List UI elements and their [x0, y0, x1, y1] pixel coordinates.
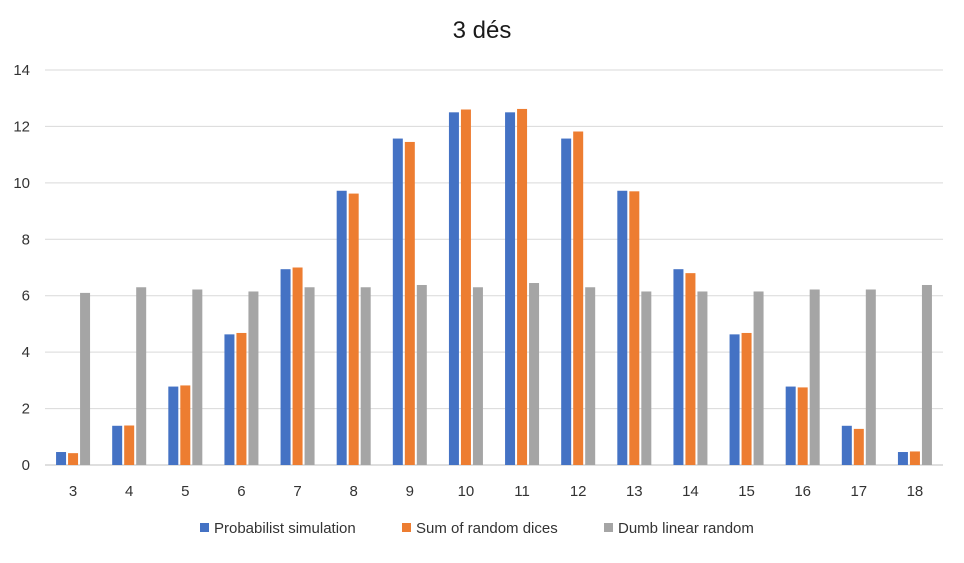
bar-sum-of-random-dices	[460, 109, 471, 465]
bar-probabilist-simulation	[168, 386, 179, 465]
bar-dumb-linear-random	[585, 287, 596, 465]
bar-dumb-linear-random	[753, 291, 764, 465]
legend-label: Sum of random dices	[416, 520, 558, 537]
x-tick-label: 8	[350, 483, 358, 500]
bar-dumb-linear-random	[865, 289, 876, 465]
x-tick-label: 12	[570, 483, 587, 500]
x-tick-label: 16	[794, 483, 811, 500]
x-tick-label: 14	[682, 483, 699, 500]
legend-swatch	[402, 523, 411, 532]
x-tick-label: 3	[69, 483, 77, 500]
bar-sum-of-random-dices	[797, 387, 808, 465]
bar-sum-of-random-dices	[573, 131, 584, 465]
bar-sum-of-random-dices	[124, 425, 135, 465]
bar-sum-of-random-dices	[685, 273, 696, 465]
bar-dumb-linear-random	[472, 287, 483, 465]
bar-dumb-linear-random	[80, 292, 91, 465]
y-tick-label: 8	[22, 231, 30, 248]
bar-sum-of-random-dices	[236, 332, 247, 465]
x-tick-label: 5	[181, 483, 189, 500]
bar-sum-of-random-dices	[348, 193, 359, 466]
bar-sum-of-random-dices	[517, 108, 528, 465]
bar-dumb-linear-random	[192, 289, 203, 465]
y-tick-label: 4	[22, 344, 30, 361]
bar-dumb-linear-random	[360, 287, 371, 465]
bar-probabilist-simulation	[673, 269, 684, 465]
y-axis-ticks: 0 2 4 6 8 10 12 14	[13, 62, 30, 474]
bar-sum-of-random-dices	[180, 385, 191, 465]
legend: Probabilist simulation Sum of random dice…	[200, 520, 754, 537]
bar-probabilist-simulation	[448, 112, 459, 466]
bar-probabilist-simulation	[112, 425, 123, 465]
bar-sum-of-random-dices	[292, 267, 303, 465]
bar-probabilist-simulation	[729, 334, 740, 465]
bar-dumb-linear-random	[641, 291, 652, 465]
x-tick-label: 17	[850, 483, 867, 500]
y-tick-label: 12	[13, 118, 30, 135]
bars	[56, 108, 932, 466]
y-tick-label: 6	[22, 288, 30, 305]
y-tick-label: 14	[13, 62, 30, 79]
bar-sum-of-random-dices	[741, 332, 752, 465]
bar-dumb-linear-random	[248, 291, 259, 465]
legend-label: Dumb linear random	[618, 520, 754, 537]
bar-probabilist-simulation	[505, 112, 516, 466]
chart-title: 3 dés	[453, 17, 512, 44]
bar-dumb-linear-random	[304, 287, 315, 465]
x-tick-label: 4	[125, 483, 133, 500]
bar-probabilist-simulation	[56, 452, 67, 465]
bar-sum-of-random-dices	[68, 453, 79, 465]
bar-probabilist-simulation	[224, 334, 235, 465]
gridlines	[45, 69, 943, 466]
x-tick-label: 13	[626, 483, 643, 500]
x-tick-label: 15	[738, 483, 755, 500]
bar-sum-of-random-dices	[629, 191, 640, 466]
bar-probabilist-simulation	[841, 425, 852, 465]
y-tick-label: 2	[22, 401, 30, 418]
x-tick-label: 10	[458, 483, 475, 500]
bar-probabilist-simulation	[392, 138, 403, 465]
x-axis-ticks: 3 4 5 6 7 8 9 10 11 12 13 14 15 16 17 18	[69, 483, 923, 500]
bar-dumb-linear-random	[921, 284, 932, 465]
bar-sum-of-random-dices	[404, 141, 415, 466]
bar-probabilist-simulation	[617, 190, 628, 465]
x-tick-label: 7	[293, 483, 301, 500]
bar-dumb-linear-random	[697, 291, 708, 465]
x-tick-label: 18	[907, 483, 924, 500]
legend-swatch	[200, 523, 209, 532]
x-tick-label: 6	[237, 483, 245, 500]
legend-item: Dumb linear random	[604, 520, 754, 537]
bar-probabilist-simulation	[561, 138, 572, 465]
bar-probabilist-simulation	[280, 269, 291, 465]
legend-label: Probabilist simulation	[214, 520, 356, 537]
bar-probabilist-simulation	[897, 452, 908, 465]
x-tick-label: 11	[514, 483, 530, 500]
x-tick-label: 9	[406, 483, 414, 500]
bar-sum-of-random-dices	[853, 428, 864, 465]
legend-item: Sum of random dices	[402, 520, 558, 537]
bar-dumb-linear-random	[529, 283, 540, 465]
y-tick-label: 10	[13, 175, 30, 192]
bar-dumb-linear-random	[136, 287, 147, 465]
bar-dumb-linear-random	[809, 289, 820, 465]
bar-dumb-linear-random	[416, 284, 427, 465]
legend-item: Probabilist simulation	[200, 520, 356, 537]
bar-probabilist-simulation	[785, 386, 796, 465]
bar-probabilist-simulation	[336, 190, 347, 465]
bar-sum-of-random-dices	[909, 451, 920, 465]
legend-swatch	[604, 523, 613, 532]
y-tick-label: 0	[22, 457, 30, 474]
